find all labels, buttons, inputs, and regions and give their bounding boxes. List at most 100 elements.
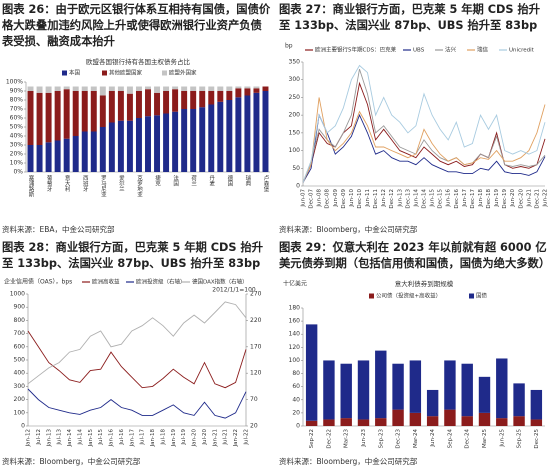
- bar-segment: [145, 89, 151, 117]
- legend-swatch: [162, 70, 167, 76]
- y-tick-label: 20%: [10, 151, 24, 158]
- x-tick-label: 克罗地亚: [136, 175, 143, 198]
- y-tick-label: 0: [296, 423, 300, 430]
- y2-axis-label: 2012/1/1=100: [212, 287, 256, 294]
- bar-segment: [154, 115, 161, 172]
- x-tick-label: Jun-12: [381, 189, 387, 208]
- y-tick-label: 0: [21, 423, 25, 430]
- x-tick-label: Dec-22: [326, 429, 332, 449]
- line: [27, 388, 247, 419]
- y-tick-label: 800: [14, 317, 26, 324]
- bar-segment: [172, 111, 179, 172]
- bar-segment: [45, 92, 52, 143]
- x-tick-label: 捷克: [154, 174, 161, 188]
- bar-segment: [45, 86, 52, 93]
- bar-segment: [340, 363, 352, 419]
- bar-segment: [444, 360, 456, 410]
- bar-segment: [253, 88, 260, 93]
- bar-segment: [81, 86, 88, 91]
- bar-segment: [27, 86, 34, 91]
- bar-segment: [135, 118, 142, 172]
- bar-segment: [208, 91, 215, 105]
- chart: 企业信用债（OAS），bps 2012/1/1=100 0 100 200 300 400 5…: [4, 278, 262, 448]
- bar-segment: [375, 350, 387, 419]
- bar-segment: [496, 358, 508, 419]
- y2-tick-label: 20: [250, 423, 258, 430]
- bar-segment: [513, 383, 525, 417]
- x-tick-label: Dec-23: [396, 429, 402, 449]
- x-tick-label: Jul-21: [223, 429, 229, 446]
- legend-swatch: [469, 293, 474, 299]
- figure-title: 图表 29：仅意大利在 2023 年以前就有超 6000 亿美元债券到期（包括信…: [279, 241, 550, 270]
- x-tick-label: Jun-07: [301, 189, 307, 208]
- bar-segment: [72, 136, 79, 172]
- bar-segment: [145, 86, 151, 90]
- x-tick-label: Mar-23: [344, 429, 350, 449]
- y-tick-label: 80%: [10, 97, 24, 104]
- x-tick-label: 荷兰: [190, 174, 197, 187]
- x-tick-label: Jun-09: [333, 189, 339, 208]
- source: 资料来源：Bloomberg，中金公司研究部: [279, 457, 418, 466]
- y-tick-label: 300: [14, 383, 26, 390]
- bar-segment: [217, 91, 224, 102]
- source: 资料来源：Bloomberg，中金公司研究部: [2, 457, 141, 466]
- legend-label: 公司债（投资级+高收益）: [376, 292, 441, 300]
- bar-segment: [126, 86, 133, 94]
- legend-label: 法兴: [445, 46, 457, 54]
- x-tick-label: Jun-25: [499, 429, 505, 448]
- bar-segment: [392, 363, 404, 410]
- y-tick-label: 120: [289, 344, 301, 351]
- x-tick-label: Jan-17: [129, 429, 135, 448]
- x-tick-label: Jun-21: [526, 189, 532, 208]
- y-tick-label: 100: [289, 147, 301, 154]
- y-tick-label: 80: [292, 370, 300, 377]
- x-tick-label: Dec-21: [534, 189, 540, 209]
- bar-segment: [461, 416, 473, 426]
- figure-title: 图表 27：商业银行方面，巴克莱 5 年期 CDS 抬升至 133bp、法国兴业…: [279, 3, 541, 32]
- bar-segment: [235, 88, 242, 98]
- y-tick-label: 350: [289, 59, 301, 66]
- bar-segment: [426, 389, 439, 417]
- y-axis-label: 十亿美元: [283, 280, 307, 288]
- bar-segment: [45, 142, 52, 172]
- x-tick-label: Sep-24: [447, 429, 453, 449]
- x-tick-label: Dec-20: [518, 189, 524, 209]
- bar-segment: [199, 107, 206, 172]
- bar-segment: [99, 127, 106, 172]
- legend-swatch: [369, 293, 374, 299]
- x-tick-label: Jul-18: [160, 429, 166, 446]
- x-tick-label: Jul-19: [181, 429, 187, 446]
- bar-segment: [117, 120, 124, 172]
- bar-segment: [392, 409, 404, 426]
- y-tick-label: 900: [14, 304, 26, 311]
- legend-label: UBS: [413, 48, 425, 54]
- y-tick-label: 60: [292, 383, 300, 390]
- x-tick-label: Jul-20: [202, 429, 208, 446]
- x-tick-label: Jan-12: [26, 429, 32, 447]
- x-tick-label: Sep-23: [378, 429, 384, 449]
- line: [302, 81, 546, 183]
- x-tick-label: Jun-17: [462, 189, 468, 208]
- bar-segment: [357, 360, 370, 420]
- bar-segment: [253, 86, 260, 89]
- bar-segment: [27, 91, 34, 145]
- y-tick-label: 0%: [13, 169, 23, 176]
- bar-segment: [190, 91, 197, 109]
- y-tick-label: 250: [289, 94, 301, 101]
- x-tick-label: Jun-15: [430, 189, 436, 208]
- bar-segment: [444, 409, 456, 426]
- x-tick-label: Dec-14: [422, 189, 428, 209]
- y-tick-label: 180: [289, 305, 301, 312]
- bar-segment: [235, 97, 242, 172]
- bar-segment: [181, 86, 188, 91]
- bar-segment: [163, 91, 170, 114]
- bar-segment: [226, 100, 233, 172]
- bar-segment: [108, 122, 115, 172]
- y-axis-label: bp: [285, 43, 293, 50]
- y-tick-label: 140: [289, 331, 301, 338]
- x-tick-label: Dec-16: [454, 189, 460, 209]
- x-tick-label: Jun-19: [494, 189, 500, 208]
- legend-label: 欧盟外国家: [169, 69, 197, 77]
- bar-segment: [36, 92, 43, 145]
- x-tick-label: Jul-14: [77, 429, 83, 446]
